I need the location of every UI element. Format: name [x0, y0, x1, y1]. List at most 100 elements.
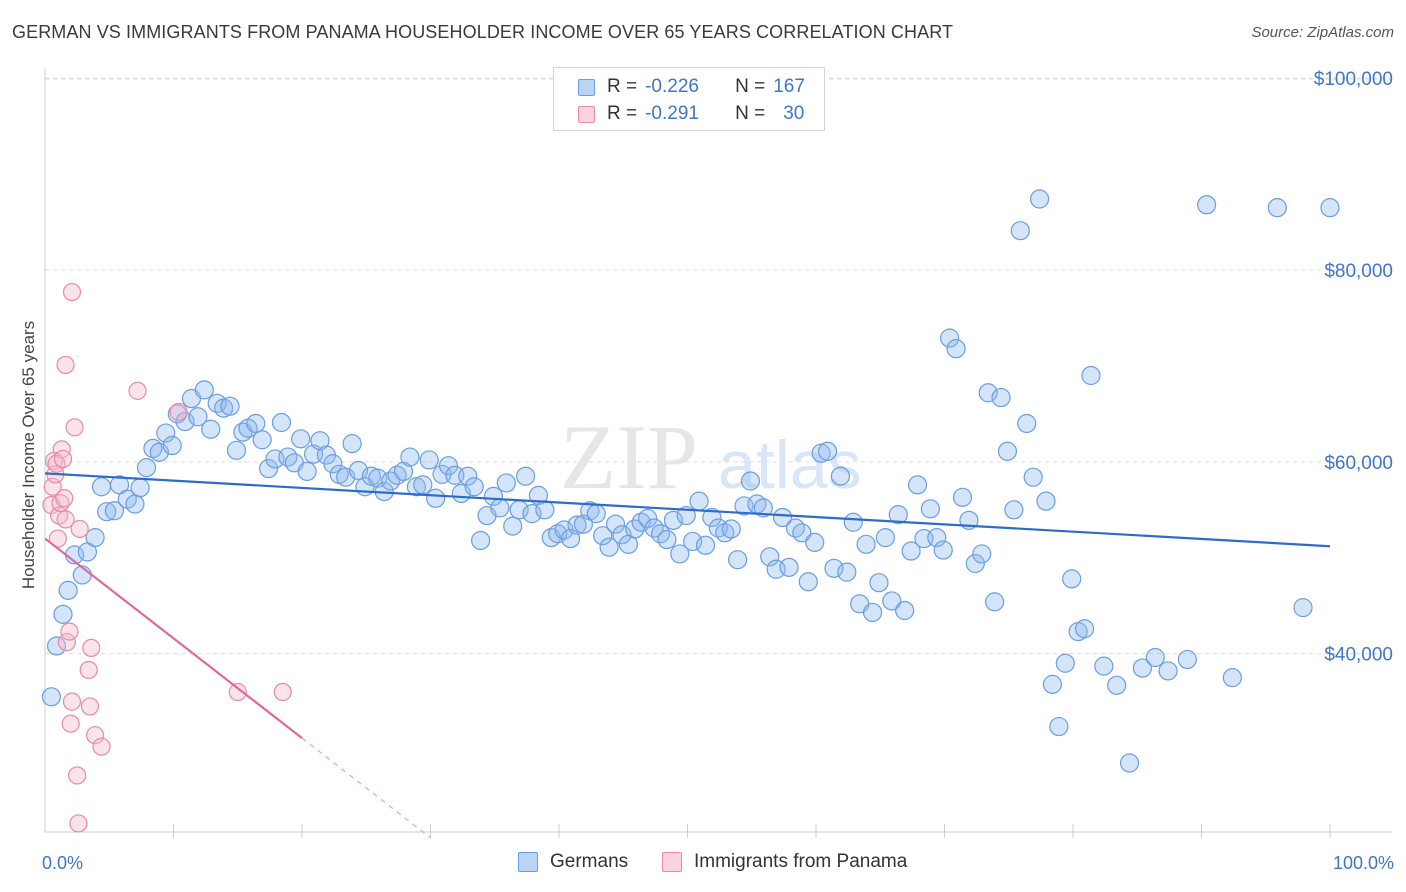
german-point: [599, 537, 619, 557]
watermark: ZIP atlas: [560, 406, 862, 508]
german-point: [830, 466, 851, 486]
german-point: [46, 636, 67, 656]
german-point: [458, 466, 478, 486]
german-point: [490, 498, 510, 518]
german-point: [522, 504, 542, 524]
series-germans: [41, 189, 1340, 773]
german-point: [740, 471, 761, 491]
german-point: [393, 461, 414, 482]
german-point: [1107, 675, 1127, 695]
german-point: [97, 502, 117, 522]
german-point: [1267, 198, 1287, 218]
trend-line-panama-extension: [301, 737, 431, 839]
german-point: [464, 477, 484, 497]
german-point: [252, 430, 272, 450]
series-label-germans: Germans: [550, 851, 629, 872]
axis-labels: $40,000 $60,000 $80,000 $100,000 0.0% 100.0% H…: [19, 69, 1394, 873]
german-point: [130, 478, 150, 498]
german-point: [226, 440, 247, 460]
trend-lines: [44, 472, 1331, 839]
panama-point: [55, 489, 74, 508]
german-point: [605, 514, 626, 534]
german-point: [907, 475, 928, 495]
legend-r-value: -0.291: [645, 103, 699, 124]
german-point: [702, 507, 722, 528]
german-point: [188, 407, 208, 427]
panama-point: [57, 633, 76, 652]
german-point: [162, 435, 182, 456]
legend-row-panama: R = -0.291 N = 30: [578, 101, 804, 127]
german-point: [175, 411, 195, 432]
german-point: [1145, 647, 1165, 668]
german-point: [1036, 491, 1056, 511]
panama-point: [69, 814, 88, 833]
german-point: [817, 441, 838, 461]
german-point: [991, 387, 1011, 408]
german-point: [683, 531, 703, 552]
german-point: [843, 512, 863, 532]
legend-swatch-panama: [578, 105, 595, 123]
series-swatch-panama: [662, 852, 682, 872]
y-axis-label: Householder Income Over 65 years: [19, 321, 38, 589]
series-legend: Germans Immigrants from Panama: [0, 851, 1406, 877]
y-tick-label: $100,000: [1314, 69, 1393, 90]
panama-point: [82, 638, 101, 658]
german-point: [985, 592, 1005, 612]
panama-point: [61, 714, 80, 733]
legend-r-value: -0.226: [645, 76, 699, 97]
series-swatch-germans: [518, 852, 538, 872]
german-point: [1029, 189, 1050, 209]
legend-r-label: R =: [607, 103, 638, 124]
german-point: [1158, 661, 1178, 681]
german-point: [805, 532, 825, 553]
panama-point: [228, 682, 247, 702]
panama-point: [92, 737, 111, 756]
german-point: [496, 473, 516, 493]
german-point: [1222, 668, 1242, 688]
german-point: [271, 412, 292, 433]
german-point: [888, 504, 908, 525]
german-point: [58, 580, 78, 600]
german-point: [997, 441, 1018, 461]
panama-point: [62, 692, 82, 711]
german-point: [438, 456, 459, 476]
german-point: [792, 523, 812, 543]
german-point: [528, 485, 549, 506]
panama-point: [80, 697, 100, 716]
german-point: [503, 516, 523, 536]
german-point: [323, 454, 343, 474]
german-point: [342, 434, 362, 454]
german-point: [483, 486, 504, 506]
german-point: [1177, 649, 1197, 670]
y-tick-label: $60,000: [1324, 453, 1393, 474]
y-tick-label: $80,000: [1324, 261, 1393, 282]
chart-title: GERMAN VS IMMIGRANTS FROM PANAMA HOUSEHO…: [12, 22, 954, 42]
panama-point: [65, 418, 84, 437]
german-point: [978, 383, 998, 403]
german-point: [91, 477, 112, 497]
german-point: [895, 600, 915, 621]
x-tick-label: 0.0%: [42, 853, 83, 873]
panama-point: [53, 449, 73, 469]
german-point: [593, 526, 613, 546]
german-point: [779, 557, 799, 577]
german-point: [535, 500, 555, 520]
german-point: [1004, 500, 1024, 520]
german-point: [125, 494, 145, 514]
german-point: [1293, 598, 1313, 618]
panama-point: [128, 381, 147, 400]
panama-point: [56, 510, 75, 529]
watermark-zip: ZIP: [560, 406, 698, 508]
german-point: [201, 419, 221, 439]
legend-r-label: R =: [607, 76, 638, 97]
german-point: [246, 413, 266, 434]
german-point: [869, 573, 889, 593]
series-panama: [42, 282, 292, 833]
x-tick-label: 100.0%: [1333, 853, 1394, 873]
german-point: [940, 328, 960, 348]
german-point: [1055, 653, 1075, 673]
german-point: [638, 508, 658, 529]
series-label-panama: Immigrants from Panama: [694, 851, 908, 872]
german-point: [824, 558, 844, 578]
german-point: [220, 396, 240, 416]
